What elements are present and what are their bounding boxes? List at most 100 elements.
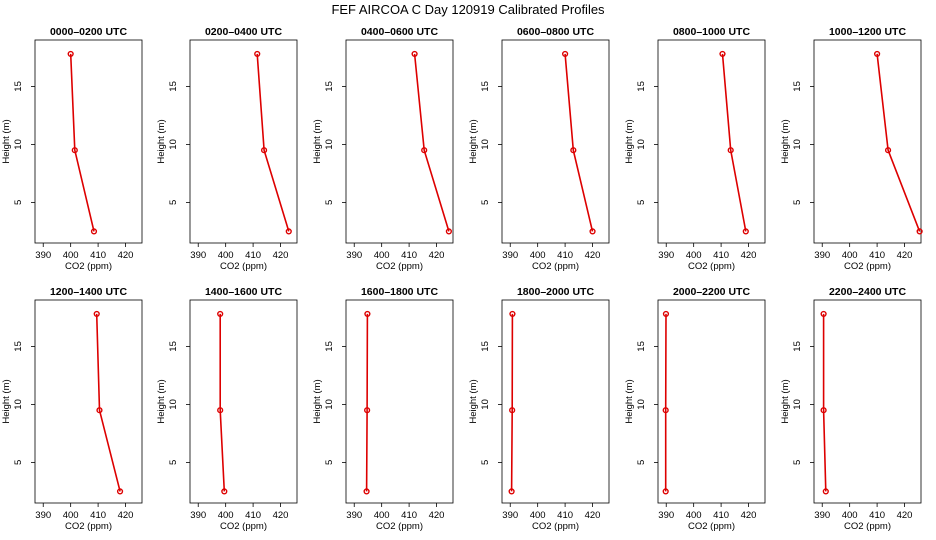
x-tick-label: 420: [273, 510, 289, 521]
plot-frame: [345, 299, 454, 504]
x-tick-label: 410: [557, 510, 573, 521]
profile-line: [721, 53, 747, 232]
y-tick-label: 15: [13, 341, 24, 352]
x-tick-label: 410: [713, 250, 729, 261]
x-axis-label: CO2 (ppm): [220, 261, 267, 272]
profile-panel: 1600–1800 UTC 390 400 410 420 CO2 (ppm) 5 10 15 H…: [312, 286, 454, 532]
x-tick-label: 420: [429, 250, 445, 261]
y-tick-label: 15: [324, 81, 335, 92]
plot-frame: [657, 299, 766, 504]
plot-frame: [34, 299, 143, 504]
profile-point: [719, 50, 726, 58]
profile-line: [822, 313, 827, 492]
profile-point: [509, 310, 516, 318]
profile-panel: 0800–1000 UTC 390 400 410 420 CO2 (ppm) 5 10 15 H…: [624, 26, 766, 272]
profile-point: [884, 147, 892, 154]
x-tick-label: 400: [63, 510, 79, 521]
y-tick-label: 5: [168, 200, 179, 205]
y-tick-label: 10: [636, 399, 647, 410]
plot-frame: [657, 39, 766, 244]
x-tick-label: 400: [218, 250, 234, 261]
y-axis-label: Height (m): [156, 119, 167, 163]
profile-panel: 0400–0600 UTC 390 400 410 420 CO2 (ppm) 5 10 15 H…: [312, 26, 454, 272]
x-tick-label: 390: [190, 250, 206, 261]
x-axis-label: CO2 (ppm): [65, 261, 112, 272]
profile-line: [95, 313, 121, 492]
panel-title: 0000–0200 UTC: [50, 26, 127, 38]
y-axis-label: Height (m): [624, 119, 635, 163]
y-axis-label: Height (m): [624, 379, 635, 423]
profile-point: [364, 407, 371, 414]
x-axis-label: CO2 (ppm): [376, 521, 423, 532]
x-tick-label: 410: [90, 510, 106, 521]
profile-point: [822, 488, 829, 495]
y-tick-label: 15: [480, 81, 491, 92]
profile-panel: 2200–2400 UTC 390 400 410 420 CO2 (ppm) 5 10 15 H…: [780, 286, 922, 532]
x-tick-label: 420: [897, 510, 913, 521]
profile-line: [510, 313, 514, 492]
y-tick-label: 15: [168, 81, 179, 92]
y-tick-label: 10: [168, 139, 179, 150]
profile-point: [217, 310, 224, 318]
x-tick-label: 400: [686, 250, 702, 261]
plot-frame: [501, 39, 610, 244]
x-tick-label: 390: [346, 510, 362, 521]
y-tick-label: 10: [636, 139, 647, 150]
x-tick-label: 410: [869, 250, 885, 261]
x-tick-label: 410: [401, 250, 417, 261]
x-axis-label: CO2 (ppm): [688, 261, 735, 272]
profile-panel: 0600–0800 UTC 390 400 410 420 CO2 (ppm) 5 10 15 H…: [468, 26, 610, 272]
plot-frame: [501, 299, 610, 504]
y-tick-label: 15: [636, 341, 647, 352]
x-axis-label: CO2 (ppm): [220, 521, 267, 532]
profile-point: [90, 228, 98, 235]
x-tick-label: 420: [741, 250, 757, 261]
x-tick-label: 390: [658, 510, 674, 521]
profile-point: [93, 310, 100, 318]
x-tick-label: 420: [741, 510, 757, 521]
x-tick-label: 400: [686, 510, 702, 521]
profile-point: [727, 147, 734, 154]
x-tick-label: 400: [842, 250, 858, 261]
y-axis-label: Height (m): [780, 119, 791, 163]
profile-line: [876, 53, 921, 232]
x-tick-label: 420: [585, 510, 601, 521]
y-axis-label: Height (m): [780, 379, 791, 423]
panel-title: 0600–0800 UTC: [517, 26, 594, 38]
y-tick-label: 5: [168, 460, 179, 465]
profile-point: [662, 310, 670, 318]
y-axis-label: Height (m): [1, 119, 12, 163]
x-tick-label: 400: [374, 250, 390, 261]
profile-point: [742, 228, 749, 235]
profile-point: [509, 407, 516, 414]
profile-line: [256, 53, 290, 232]
x-tick-label: 390: [502, 510, 518, 521]
y-tick-label: 10: [168, 399, 179, 410]
y-tick-label: 5: [13, 200, 24, 205]
x-axis-label: CO2 (ppm): [844, 521, 891, 532]
y-tick-label: 15: [792, 341, 803, 352]
profile-point: [820, 407, 827, 414]
x-axis-label: CO2 (ppm): [65, 521, 112, 532]
profile-panel: 2000–2200 UTC 390 400 410 420 CO2 (ppm) 5 10 15 H…: [624, 286, 766, 532]
y-tick-label: 5: [636, 200, 647, 205]
profile-panel: 1000–1200 UTC 390 400 410 420 CO2 (ppm) 5 10 15 H…: [780, 26, 923, 272]
x-tick-label: 390: [35, 510, 51, 521]
profile-point: [421, 147, 428, 154]
profile-line: [564, 53, 594, 232]
plot-frame: [813, 299, 922, 504]
panel-title: 1400–1600 UTC: [205, 286, 282, 298]
profile-point: [96, 407, 103, 414]
profile-point: [221, 488, 228, 495]
x-tick-label: 420: [585, 250, 601, 261]
profile-point: [254, 50, 261, 58]
x-axis-label: CO2 (ppm): [688, 521, 735, 532]
profile-panel: 0200–0400 UTC 390 400 410 420 CO2 (ppm) 5 10 15 H…: [156, 26, 298, 272]
profile-panel: 0000–0200 UTC 390 400 410 420 CO2 (ppm) 5 10 15 H…: [1, 26, 143, 272]
x-tick-label: 400: [63, 250, 79, 261]
y-tick-label: 5: [792, 460, 803, 465]
plot-frame: [813, 39, 922, 244]
x-axis-label: CO2 (ppm): [532, 261, 579, 272]
y-axis-label: Height (m): [1, 379, 12, 423]
